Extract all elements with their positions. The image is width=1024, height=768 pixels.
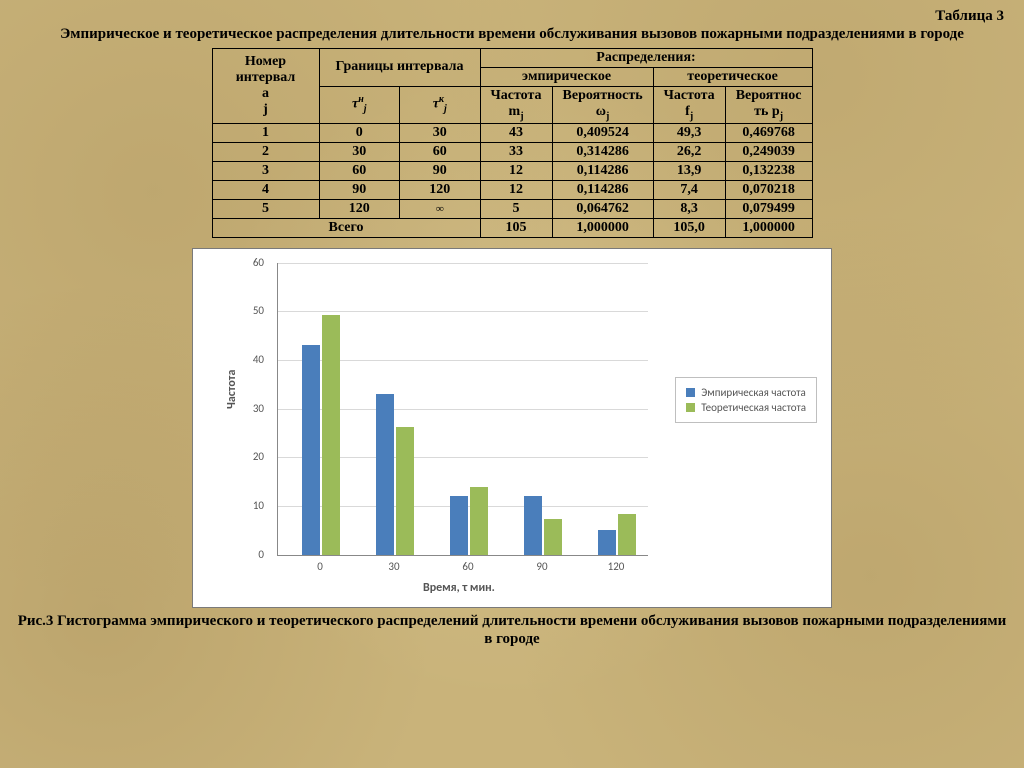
- table-cell: 13,9: [653, 161, 725, 180]
- table-cell: 30: [319, 142, 400, 161]
- table-cell: 5: [212, 199, 319, 218]
- chart-bar: [544, 519, 562, 555]
- legend-item: Теоретическая частота: [686, 401, 806, 414]
- table-cell: 0,249039: [725, 142, 812, 161]
- table-cell: 2: [212, 142, 319, 161]
- table-cell: 0,469768: [725, 123, 812, 142]
- table-row: 490120120,1142867,40,070218: [212, 180, 812, 199]
- chart-xlabel: Время, τ мин.: [423, 581, 495, 595]
- col-interval-num: Номеринтервалаj: [212, 48, 319, 123]
- col-tau-lower: τнj: [319, 86, 400, 123]
- chart-xtick: 90: [536, 560, 547, 573]
- chart-legend: Эмпирическая частота Теоретическая частот…: [675, 377, 817, 423]
- page-title: Эмпирическое и теоретическое распределен…: [12, 25, 1012, 44]
- table-cell: 49,3: [653, 123, 725, 142]
- col-tau-upper: τкj: [400, 86, 481, 123]
- table-cell: 60: [400, 142, 481, 161]
- chart-bar: [376, 394, 394, 555]
- chart-bar: [598, 530, 616, 554]
- table-cell: 3: [212, 161, 319, 180]
- col-freq-m: Частотаmj: [480, 86, 552, 123]
- table-cell: 0,132238: [725, 161, 812, 180]
- total-w: 1,000000: [552, 218, 653, 237]
- table-cell: 60: [319, 161, 400, 180]
- table-cell: 0,070218: [725, 180, 812, 199]
- chart-xtick: 30: [388, 560, 399, 573]
- table-cell: 0,079499: [725, 199, 812, 218]
- total-p: 1,000000: [725, 218, 812, 237]
- table-number: Таблица 3: [12, 8, 1004, 25]
- col-bounds: Границы интервала: [319, 48, 480, 86]
- chart-ylabel: Частота: [225, 369, 239, 408]
- table-cell: 0,114286: [552, 180, 653, 199]
- total-m: 105: [480, 218, 552, 237]
- legend-label: Теоретическая частота: [701, 401, 806, 414]
- table-row: 36090120,11428613,90,132238: [212, 161, 812, 180]
- total-label: Всего: [212, 218, 480, 237]
- legend-swatch: [686, 403, 695, 412]
- chart-xtick: 120: [608, 560, 625, 573]
- chart-xtick: 60: [462, 560, 473, 573]
- table-cell: 0,064762: [552, 199, 653, 218]
- chart-bar: [470, 487, 488, 555]
- table-cell: 5: [480, 199, 552, 218]
- table-cell: 120: [319, 199, 400, 218]
- chart-bar: [302, 345, 320, 554]
- table-cell: 90: [400, 161, 481, 180]
- table-cell: 12: [480, 161, 552, 180]
- table-cell: 0,314286: [552, 142, 653, 161]
- table-row: 23060330,31428626,20,249039: [212, 142, 812, 161]
- table-cell: 7,4: [653, 180, 725, 199]
- chart-xtick: 0: [317, 560, 323, 573]
- legend-item: Эмпирическая частота: [686, 386, 806, 399]
- chart-container: Частота 01020304050600306090120 Время, τ…: [192, 248, 832, 608]
- figure-caption: Рис.3 Гистограмма эмпирического и теорет…: [12, 612, 1012, 650]
- col-theoretical: теоретическое: [653, 67, 812, 86]
- col-prob-p: Вероятность pj: [725, 86, 812, 123]
- table-cell: 1: [212, 123, 319, 142]
- col-empirical: эмпирическое: [480, 67, 653, 86]
- distribution-table: Номеринтервалаj Границы интервала Распре…: [212, 48, 813, 238]
- table-cell: 26,2: [653, 142, 725, 161]
- chart-bar: [524, 496, 542, 554]
- table-cell: 12: [480, 180, 552, 199]
- table-row: 1030430,40952449,30,469768: [212, 123, 812, 142]
- col-distributions: Распределения:: [480, 48, 812, 67]
- chart-bar: [396, 427, 414, 555]
- table-cell: 0: [319, 123, 400, 142]
- table-cell: 33: [480, 142, 552, 161]
- table-cell: 30: [400, 123, 481, 142]
- chart-bar: [322, 315, 340, 555]
- table-cell: 8,3: [653, 199, 725, 218]
- chart-bar: [618, 514, 636, 554]
- col-freq-f: Частотаfj: [653, 86, 725, 123]
- table-row: 5120∞50,0647628,30,079499: [212, 199, 812, 218]
- table-cell: 120: [400, 180, 481, 199]
- table-cell: 0,114286: [552, 161, 653, 180]
- table-cell: 4: [212, 180, 319, 199]
- table-cell: 90: [319, 180, 400, 199]
- col-prob-w: Вероятностьωj: [552, 86, 653, 123]
- chart-plot-area: 01020304050600306090120: [277, 263, 648, 556]
- legend-label: Эмпирическая частота: [701, 386, 806, 399]
- total-f: 105,0: [653, 218, 725, 237]
- table-cell: 43: [480, 123, 552, 142]
- legend-swatch: [686, 388, 695, 397]
- chart-bar: [450, 496, 468, 554]
- table-cell: 0,409524: [552, 123, 653, 142]
- table-cell: ∞: [400, 199, 481, 218]
